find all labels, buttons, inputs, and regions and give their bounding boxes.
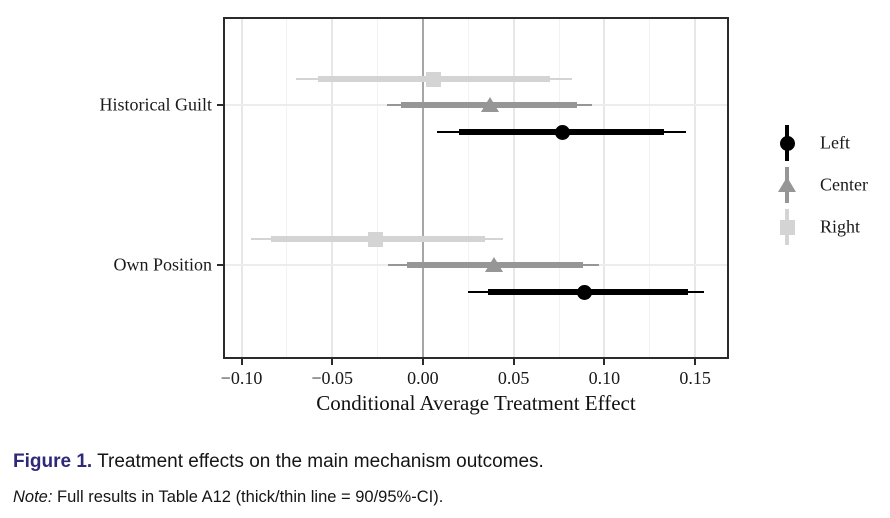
legend-label: Center	[820, 174, 868, 195]
gridline-minor-vertical	[286, 19, 288, 357]
legend-marker-triangle	[778, 177, 796, 192]
x-axis-tick-label: −0.10	[220, 368, 263, 388]
x-axis-tick	[331, 357, 334, 365]
point-marker-triangle	[481, 97, 500, 112]
y-axis-tick	[217, 264, 225, 266]
zero-reference-line	[421, 19, 424, 357]
gridline-major-vertical	[512, 19, 515, 357]
y-axis-category-label: Own Position	[113, 254, 212, 275]
legend-label: Left	[820, 132, 850, 153]
gridline-major-vertical	[603, 19, 606, 357]
figure-caption-text: Treatment effects on the main mechanism …	[92, 451, 544, 472]
y-axis-category-label: Historical Guilt	[99, 94, 212, 115]
gridline-minor-vertical	[558, 19, 560, 357]
x-axis-tick	[694, 357, 697, 365]
figure-note-label: Note:	[13, 488, 53, 506]
x-axis-tick	[421, 357, 424, 365]
legend-marker-circle	[779, 135, 795, 151]
gridline-minor-vertical	[467, 19, 469, 357]
point-marker-triangle	[484, 257, 503, 272]
figure-note-text: Full results in Table A12 (thick/thin li…	[52, 488, 444, 506]
point-marker-square	[368, 231, 384, 247]
gridline-major-vertical	[331, 19, 334, 357]
plot-panel	[223, 17, 729, 359]
point-marker-circle	[555, 124, 571, 140]
x-axis-tick-label: 0.15	[679, 368, 711, 388]
x-axis-tick-label: −0.05	[311, 368, 354, 388]
x-axis-tick-label: 0.10	[588, 368, 621, 388]
gridline-minor-vertical	[649, 19, 651, 357]
gridline-major-vertical	[694, 19, 697, 357]
legend-marker-square	[779, 219, 795, 235]
gridline-major-vertical	[240, 19, 243, 357]
figure-caption-label: Figure 1.	[13, 451, 93, 472]
x-axis-tick	[603, 357, 606, 365]
x-axis-tick	[240, 357, 243, 365]
gridline-minor-vertical	[377, 19, 379, 357]
figure-caption: Figure 1. Treatment effects on the main …	[13, 451, 544, 473]
y-axis-tick	[217, 104, 225, 106]
x-axis-tick-label: 0.05	[497, 368, 530, 388]
legend-label: Right	[820, 216, 861, 237]
point-marker-square	[426, 71, 442, 87]
point-marker-circle	[576, 284, 592, 300]
x-axis-tick-label: 0.00	[407, 368, 439, 388]
figure-note: Note: Full results in Table A12 (thick/t…	[13, 488, 443, 507]
x-axis-tick	[512, 357, 515, 365]
x-axis-title: Conditional Average Treatment Effect	[316, 391, 636, 415]
